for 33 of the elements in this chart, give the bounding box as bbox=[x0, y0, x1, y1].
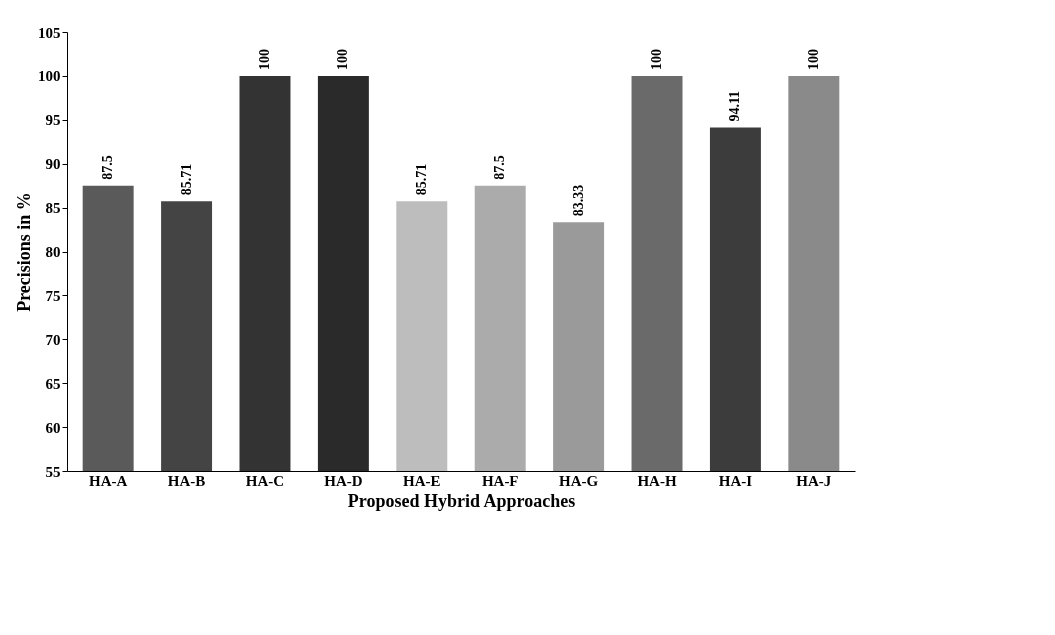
y-tick-label: 90 bbox=[45, 156, 61, 173]
data-label: 87.5 bbox=[492, 155, 508, 180]
y-tick-label: 70 bbox=[45, 331, 61, 348]
y-tick-label: 95 bbox=[45, 112, 61, 129]
data-label: 100 bbox=[649, 48, 665, 70]
x-tick-label: HA-J bbox=[796, 472, 832, 489]
x-tick-label: HA-H bbox=[637, 472, 677, 489]
x-tick-label: HA-I bbox=[718, 472, 753, 489]
data-label: 83.33 bbox=[570, 184, 586, 217]
y-tick-label: 75 bbox=[45, 287, 61, 304]
data-label: 100 bbox=[256, 48, 272, 70]
x-tick-label: HA-A bbox=[89, 472, 128, 489]
x-axis-title: Proposed Hybrid Approaches bbox=[347, 490, 576, 511]
data-label: 87.5 bbox=[100, 155, 116, 180]
x-tick-label: HA-G bbox=[559, 472, 599, 489]
y-axis-title: Precisions in % bbox=[14, 192, 34, 312]
x-tick-label: HA-F bbox=[481, 472, 519, 489]
x-tick-label: HA-E bbox=[403, 472, 441, 489]
data-label: 85.71 bbox=[413, 163, 429, 196]
y-tick-label: 100 bbox=[38, 68, 61, 85]
data-label: 94.11 bbox=[727, 90, 743, 122]
y-tick-label: 60 bbox=[45, 419, 61, 436]
x-tick-label: HA-B bbox=[167, 472, 206, 489]
y-tick-label: 55 bbox=[45, 463, 61, 480]
y-tick-label: 85 bbox=[45, 200, 61, 217]
y-tick-label: 80 bbox=[45, 244, 61, 260]
x-tick-label: HA-C bbox=[245, 472, 285, 489]
data-label: 100 bbox=[335, 48, 351, 70]
y-tick-label: 105 bbox=[38, 24, 61, 41]
x-tick-label: HA-D bbox=[324, 472, 363, 489]
data-label: 85.71 bbox=[178, 163, 194, 196]
data-label: 100 bbox=[805, 48, 821, 70]
y-tick-label: 65 bbox=[45, 375, 61, 392]
